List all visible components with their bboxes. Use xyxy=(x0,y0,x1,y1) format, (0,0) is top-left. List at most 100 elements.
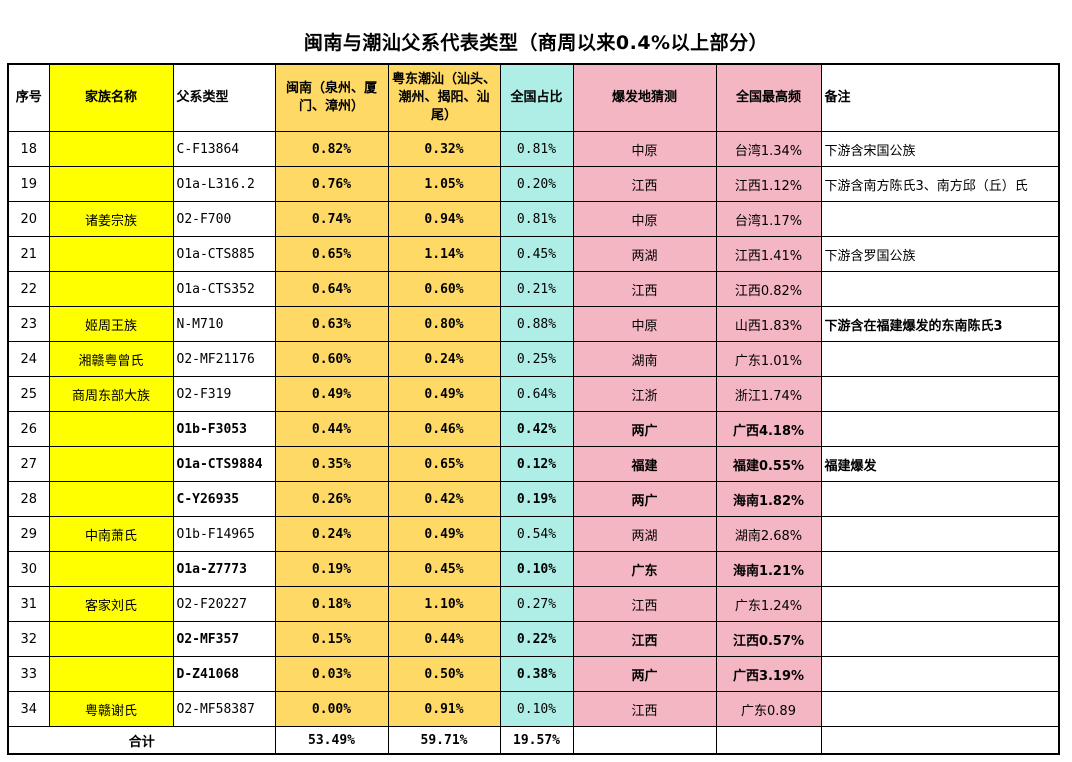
row-num: 24 xyxy=(7,341,50,377)
row-minnan: 0.76% xyxy=(274,166,389,202)
row-note xyxy=(820,691,1060,727)
row-type: C-Y26935 xyxy=(172,481,276,517)
row-yuedong: 0.46% xyxy=(387,411,501,447)
row-origin: 两湖 xyxy=(572,516,717,552)
header-minnan: 闽南（泉州、厦门、漳州） xyxy=(274,63,389,132)
row-type: O1b-F14965 xyxy=(172,516,276,552)
row-origin: 两广 xyxy=(572,411,717,447)
row-minnan: 0.19% xyxy=(274,551,389,587)
haplogroup-table: 序号 家族名称 父系类型 闽南（泉州、厦门、漳州） 粤东潮汕（汕头、潮州、揭阳、… xyxy=(7,63,1060,755)
row-num: 26 xyxy=(7,411,50,447)
row-num: 27 xyxy=(7,446,50,482)
row-num: 32 xyxy=(7,621,50,657)
row-origin: 广东 xyxy=(572,551,717,587)
row-family xyxy=(48,411,174,447)
row-yuedong: 0.91% xyxy=(387,691,501,727)
row-origin: 湖南 xyxy=(572,341,717,377)
row-origin: 两广 xyxy=(572,656,717,692)
row-max: 广东1.24% xyxy=(715,586,822,622)
total-max-empty xyxy=(715,726,822,755)
total-label: 合计 xyxy=(7,726,276,755)
table-row: 33 D-Z41068 0.03% 0.50% 0.38% 两广 广西3.19% xyxy=(7,656,1060,692)
row-family: 中南萧氏 xyxy=(48,516,174,552)
row-max: 海南1.82% xyxy=(715,481,822,517)
row-family: 商周东部大族 xyxy=(48,376,174,412)
row-max: 浙江1.74% xyxy=(715,376,822,412)
table-row: 26 O1b-F3053 0.44% 0.46% 0.42% 两广 广西4.18% xyxy=(7,411,1060,447)
row-national: 0.12% xyxy=(499,446,574,482)
row-note xyxy=(820,551,1060,587)
row-yuedong: 0.94% xyxy=(387,201,501,237)
header-type: 父系类型 xyxy=(172,63,276,132)
table-row: 22 O1a-CTS352 0.64% 0.60% 0.21% 江西 江西0.82% xyxy=(7,271,1060,307)
table-row: 31 客家刘氏 O2-F20227 0.18% 1.10% 0.27% 江西 广东1.24% xyxy=(7,586,1060,622)
row-origin: 江西 xyxy=(572,166,717,202)
row-yuedong: 0.24% xyxy=(387,341,501,377)
table-row: 25 商周东部大族 O2-F319 0.49% 0.49% 0.64% 江浙 浙江1.74% xyxy=(7,376,1060,412)
row-num: 19 xyxy=(7,166,50,202)
table-row: 32 O2-MF357 0.15% 0.44% 0.22% 江西 江西0.57% xyxy=(7,621,1060,657)
row-origin: 两广 xyxy=(572,481,717,517)
row-minnan: 0.26% xyxy=(274,481,389,517)
row-note xyxy=(820,341,1060,377)
row-family: 粤赣谢氏 xyxy=(48,691,174,727)
row-yuedong: 1.10% xyxy=(387,586,501,622)
row-num: 25 xyxy=(7,376,50,412)
row-yuedong: 1.05% xyxy=(387,166,501,202)
row-national: 0.38% xyxy=(499,656,574,692)
row-note: 福建爆发 xyxy=(820,446,1060,482)
row-yuedong: 0.65% xyxy=(387,446,501,482)
row-note xyxy=(820,411,1060,447)
row-type: O2-F20227 xyxy=(172,586,276,622)
row-type: O2-MF357 xyxy=(172,621,276,657)
row-origin: 福建 xyxy=(572,446,717,482)
row-type: O1b-F3053 xyxy=(172,411,276,447)
row-yuedong: 0.49% xyxy=(387,376,501,412)
row-max: 广东0.89 xyxy=(715,691,822,727)
row-note xyxy=(820,201,1060,237)
row-minnan: 0.35% xyxy=(274,446,389,482)
row-national: 0.81% xyxy=(499,131,574,167)
row-minnan: 0.24% xyxy=(274,516,389,552)
row-note xyxy=(820,481,1060,517)
row-family xyxy=(48,446,174,482)
total-yuedong: 59.71% xyxy=(387,726,501,755)
total-origin-empty xyxy=(572,726,717,755)
row-max: 江西0.82% xyxy=(715,271,822,307)
row-family xyxy=(48,656,174,692)
row-type: O2-MF58387 xyxy=(172,691,276,727)
header-max: 全国最高频 xyxy=(715,63,822,132)
row-national: 0.10% xyxy=(499,551,574,587)
row-num: 22 xyxy=(7,271,50,307)
row-origin: 中原 xyxy=(572,306,717,342)
row-minnan: 0.00% xyxy=(274,691,389,727)
row-yuedong: 0.45% xyxy=(387,551,501,587)
row-origin: 江西 xyxy=(572,691,717,727)
table-row: 30 O1a-Z7773 0.19% 0.45% 0.10% 广东 海南1.21% xyxy=(7,551,1060,587)
row-type: O2-F700 xyxy=(172,201,276,237)
row-national: 0.10% xyxy=(499,691,574,727)
table-row: 24 湘赣粤曾氏 O2-MF21176 0.60% 0.24% 0.25% 湖南 广东1.01… xyxy=(7,341,1060,377)
row-national: 0.21% xyxy=(499,271,574,307)
row-num: 33 xyxy=(7,656,50,692)
row-national: 0.25% xyxy=(499,341,574,377)
row-note xyxy=(820,586,1060,622)
row-minnan: 0.15% xyxy=(274,621,389,657)
row-note: 下游含南方陈氏3、南方邱（丘）氏 xyxy=(820,166,1060,202)
header-yuedong: 粤东潮汕（汕头、潮州、揭阳、汕尾） xyxy=(387,63,501,132)
row-max: 广西4.18% xyxy=(715,411,822,447)
row-family: 诸姜宗族 xyxy=(48,201,174,237)
row-national: 0.81% xyxy=(499,201,574,237)
row-family xyxy=(48,131,174,167)
header-row: 序号 家族名称 父系类型 闽南（泉州、厦门、漳州） 粤东潮汕（汕头、潮州、揭阳、… xyxy=(7,63,1060,132)
table-row: 28 C-Y26935 0.26% 0.42% 0.19% 两广 海南1.82% xyxy=(7,481,1060,517)
table-row: 20 诸姜宗族 O2-F700 0.74% 0.94% 0.81% 中原 台湾1.17% xyxy=(7,201,1060,237)
row-max: 福建0.55% xyxy=(715,446,822,482)
row-note xyxy=(820,621,1060,657)
row-max: 广西3.19% xyxy=(715,656,822,692)
row-type: C-F13864 xyxy=(172,131,276,167)
row-max: 台湾1.17% xyxy=(715,201,822,237)
row-minnan: 0.18% xyxy=(274,586,389,622)
row-max: 江西1.41% xyxy=(715,236,822,272)
table-row: 18 C-F13864 0.82% 0.32% 0.81% 中原 台湾1.34% 下游含宋国公… xyxy=(7,131,1060,167)
